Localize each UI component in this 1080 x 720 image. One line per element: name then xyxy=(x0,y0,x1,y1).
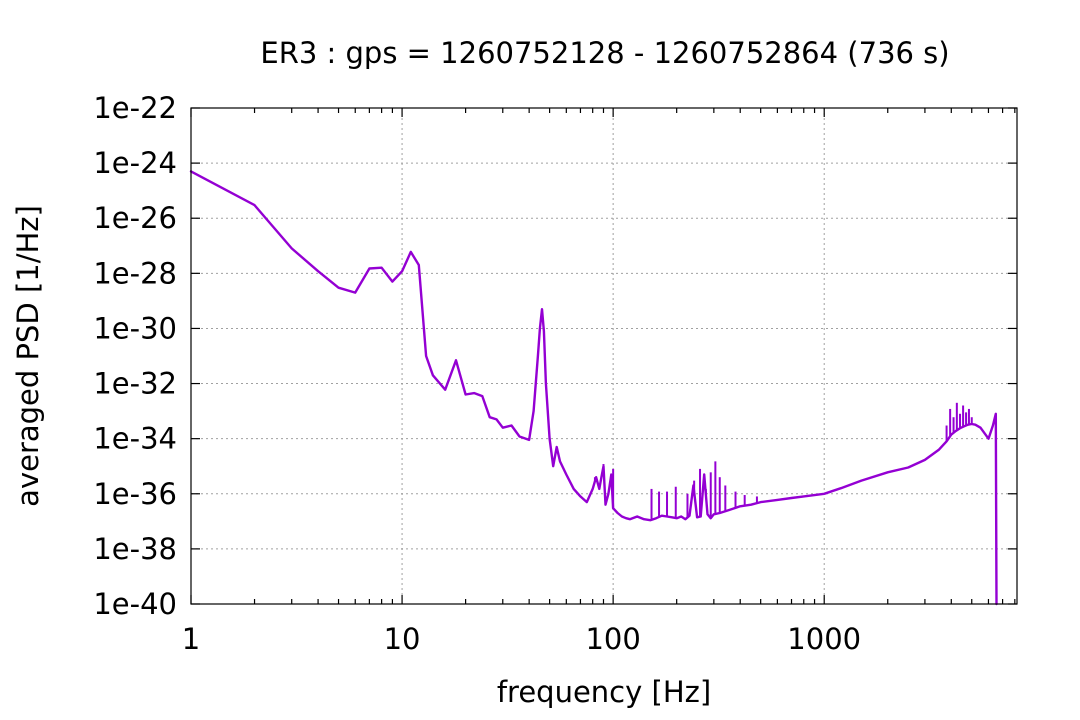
y-tick-label: 1e-24 xyxy=(93,146,177,180)
x-tick-label: 10 xyxy=(384,622,421,656)
y-tick-label: 1e-34 xyxy=(93,422,177,456)
y-axis-label: averaged PSD [1/Hz] xyxy=(11,205,45,507)
y-tick-label: 1e-30 xyxy=(93,311,177,345)
y-tick-label: 1e-40 xyxy=(93,587,177,621)
chart-title: ER3 : gps = 1260752128 - 1260752864 (736… xyxy=(260,36,949,70)
y-axis-tick-labels: 1e-22 1e-24 1e-26 1e-28 1e-30 1e-32 1e-34 1e-36… xyxy=(93,91,177,621)
axis-ticks xyxy=(190,107,1017,605)
y-tick-label: 1e-38 xyxy=(93,532,177,566)
x-tick-label: 1 xyxy=(182,622,200,656)
x-axis-label: frequency [Hz] xyxy=(497,675,711,709)
plot-frame xyxy=(190,107,1018,605)
x-axis-tick-labels: 1 10 100 1000 xyxy=(182,622,861,656)
psd-series-line xyxy=(189,170,998,606)
y-tick-label: 1e-32 xyxy=(93,367,177,401)
y-tick-label: 1e-22 xyxy=(93,91,177,125)
y-tick-label: 1e-26 xyxy=(93,201,177,235)
y-tick-label: 1e-36 xyxy=(93,477,177,511)
grid-lines xyxy=(190,107,1017,605)
x-tick-label: 100 xyxy=(585,622,640,656)
series-layer xyxy=(189,170,998,606)
y-tick-label: 1e-28 xyxy=(93,256,177,290)
x-tick-label: 1000 xyxy=(787,622,861,656)
